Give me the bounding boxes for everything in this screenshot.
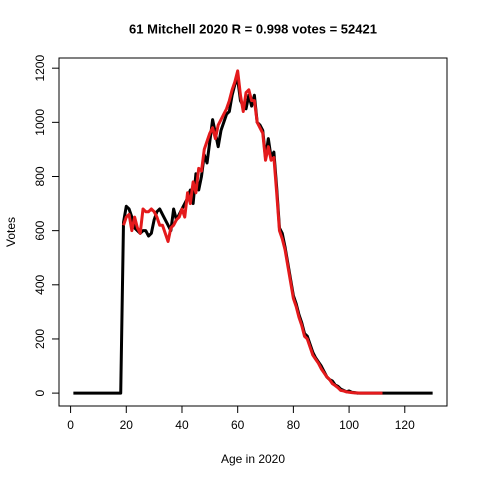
y-tick-label: 400: [33, 274, 47, 294]
x-tick-label: 0: [67, 418, 74, 432]
y-tick-label: 800: [33, 166, 47, 186]
series-line: [122, 69, 383, 395]
y-tick-label: 200: [33, 329, 47, 349]
y-tick-label: 1200: [33, 55, 47, 82]
x-tick-label: 40: [175, 418, 189, 432]
x-tick-label: 20: [120, 418, 134, 432]
y-tick-label: 0: [33, 389, 47, 396]
x-tick-label: 120: [395, 418, 415, 432]
x-tick-label: 60: [231, 418, 245, 432]
chart-title: 61 Mitchell 2020 R = 0.998 votes = 52421: [129, 21, 377, 36]
x-axis-label: Age in 2020: [221, 452, 285, 466]
y-tick-label: 600: [33, 220, 47, 240]
x-tick-label: 80: [287, 418, 301, 432]
x-tick-label: 100: [339, 418, 359, 432]
plot-box: [58, 57, 448, 407]
series-line: [73, 77, 433, 395]
y-tick-label: 1000: [33, 109, 47, 136]
y-axis-label: Votes: [4, 217, 18, 247]
